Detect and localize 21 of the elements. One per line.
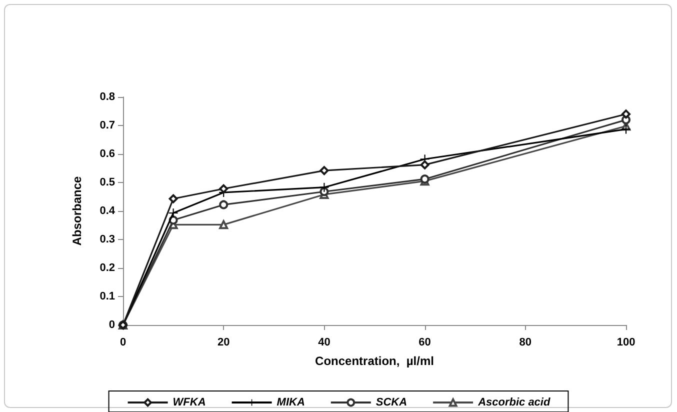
x-tick-label: 20 <box>217 336 230 348</box>
legend-label: SCKA <box>376 396 408 408</box>
x-tick-label: 100 <box>616 336 636 348</box>
y-tick-label: 0.2 <box>100 262 115 274</box>
x-tick-label: 60 <box>418 336 431 348</box>
y-tick-label: 0.3 <box>100 234 115 246</box>
legend-label: WFKA <box>172 396 206 408</box>
y-tick-label: 0.7 <box>100 120 115 132</box>
legend-label: Ascorbic acid <box>477 396 550 408</box>
y-tick-label: 0.5 <box>100 176 115 188</box>
y-tick-label: 0.8 <box>100 91 115 103</box>
x-tick-label: 40 <box>318 336 330 348</box>
y-tick-label: 0.1 <box>100 290 115 302</box>
y-tick-label: 0.6 <box>100 148 115 160</box>
x-tick-label: 0 <box>120 336 126 348</box>
y-tick-label: 0 <box>108 319 115 331</box>
x-axis-title: Concentration, µl/ml <box>315 354 434 368</box>
legend-label: MIKA <box>276 396 305 408</box>
y-axis-title: Absorbance <box>70 176 84 246</box>
y-tick-label: 0.4 <box>100 205 116 217</box>
x-tick-label: 80 <box>519 336 532 348</box>
